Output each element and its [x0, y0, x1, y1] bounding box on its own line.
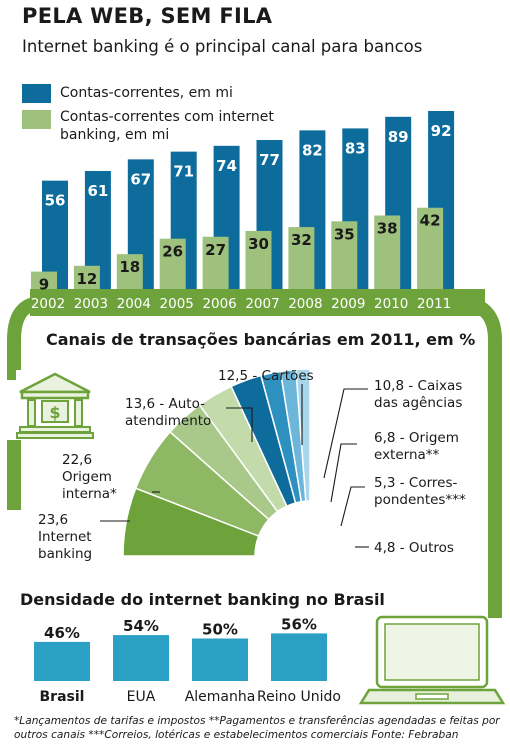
bar-value-internet-2002: 9 [39, 276, 49, 294]
density-value-1: 46% [44, 624, 80, 642]
svg-text:$: $ [49, 403, 60, 422]
year-tick-2009: 2009 [331, 296, 365, 312]
leader-origem-externa [330, 443, 357, 503]
bar-value-internet-2008: 32 [291, 231, 312, 249]
bar-value-accounts-2010: 89 [388, 128, 409, 146]
bar-value-accounts-2011: 92 [431, 122, 452, 140]
bar-value-internet-2004: 18 [119, 258, 140, 276]
bar-value-internet-2006: 27 [205, 241, 226, 259]
bar-internet-2003 [73, 265, 100, 289]
year-tick-2005: 2005 [160, 296, 194, 312]
bar-accounts-2002 [42, 180, 68, 289]
bar-internet-2010 [374, 215, 401, 289]
bar-internet-2002 [31, 271, 57, 289]
year-tick-2002: 2002 [31, 296, 65, 312]
label-origem-externa: 6,8 - Origem externa** [374, 430, 459, 463]
bar-value-accounts-2002: 56 [45, 192, 66, 210]
density-bar-3 [192, 638, 248, 681]
legend-swatch-accounts [22, 84, 51, 103]
label-internet-banking: 23,6 Internet banking [38, 512, 93, 562]
footnotes: *Lançamentos de tarifas e impostos **Pag… [14, 715, 500, 741]
label-auto-atendimento: 13,6 - Auto- atendimento [125, 396, 212, 429]
channels-chart-title: Canais de transações bancárias em 2011, … [46, 330, 476, 349]
bar-value-accounts-2004: 67 [130, 170, 151, 188]
bar-value-internet-2010: 38 [377, 219, 398, 237]
density-bar-1 [34, 641, 90, 681]
year-tick-2007: 2007 [245, 296, 279, 312]
bar-value-accounts-2005: 71 [173, 163, 194, 181]
label-outros: 4,8 - Outros [374, 540, 454, 556]
density-value-3: 50% [202, 621, 238, 639]
bar-value-internet-2007: 30 [248, 235, 269, 253]
bar-internet-2009 [331, 221, 358, 289]
density-bar-2 [113, 635, 169, 681]
page-title: PELA WEB, SEM FILA [22, 4, 273, 28]
year-axis-band [30, 289, 485, 316]
label-caixas: 10,8 - Caixas das agências [374, 378, 463, 411]
year-tick-2003: 2003 [74, 296, 108, 312]
bank-building-icon: $ [16, 370, 94, 440]
year-tick-2008: 2008 [288, 296, 322, 312]
year-tick-2006: 2006 [202, 296, 236, 312]
year-tick-2011: 2011 [417, 296, 451, 312]
page-subtitle: Internet banking é o principal canal par… [22, 37, 423, 56]
bar-value-internet-2009: 35 [334, 225, 355, 243]
label-correspondentes: 5,3 - Corres- pondentes*** [374, 475, 466, 508]
label-cartoes: 12,5 - Cartões [218, 368, 314, 384]
bar-value-internet-2003: 12 [76, 270, 97, 288]
label-origem-interna: 22,6 Origem interna* [62, 452, 117, 502]
legend-label-internet-accounts: Contas-correntes com internet banking, e… [60, 109, 274, 143]
bar-internet-2011 [417, 207, 444, 289]
bar-internet-2008 [288, 227, 315, 289]
bar-value-accounts-2008: 82 [302, 141, 323, 159]
leader-correspondentes [340, 486, 365, 527]
bar-internet-2007 [245, 230, 272, 289]
bar-internet-2006 [202, 236, 229, 289]
bar-internet-2004 [116, 254, 143, 289]
bar-value-internet-2011: 42 [420, 212, 441, 230]
bar-internet-2005 [159, 238, 186, 289]
bar-value-accounts-2006: 74 [216, 157, 237, 175]
year-tick-2010: 2010 [374, 296, 408, 312]
legend-swatch-internet-accounts [22, 110, 51, 129]
laptop-icon [358, 615, 506, 705]
leader-auto-atendimento [226, 407, 253, 442]
bar-value-accounts-2003: 61 [87, 182, 108, 200]
density-value-2: 54% [123, 617, 159, 635]
leader-caixas [323, 388, 368, 479]
slice-8 [295, 368, 311, 502]
legend-label-accounts: Contas-correntes, em mi [60, 85, 233, 101]
density-country-1: Brasil [40, 689, 85, 705]
bar-value-accounts-2009: 83 [345, 139, 366, 157]
density-value-4: 56% [281, 615, 317, 633]
year-tick-2004: 2004 [117, 296, 151, 312]
density-country-4: Reino Unido [257, 689, 341, 705]
density-chart-title: Densidade do internet banking no Brasil [20, 590, 385, 609]
density-bar-4 [271, 633, 327, 681]
density-country-2: EUA [127, 689, 156, 705]
density-country-3: Alemanha [185, 689, 256, 705]
bar-value-internet-2005: 26 [162, 243, 183, 261]
bar-value-accounts-2007: 77 [259, 151, 280, 169]
